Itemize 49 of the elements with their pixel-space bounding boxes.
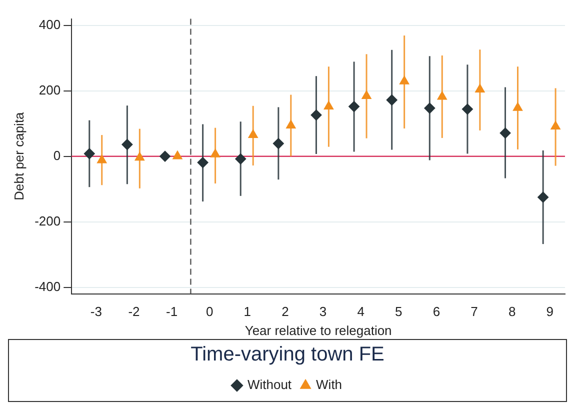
x-tick-label: 4 (357, 304, 364, 320)
point (235, 153, 246, 164)
x-tick-label: 0 (206, 304, 214, 320)
point (348, 101, 360, 112)
y-tick-label: 0 (53, 148, 61, 163)
point (538, 192, 549, 203)
point (386, 94, 398, 106)
point (210, 148, 220, 158)
point (160, 150, 171, 162)
point (172, 150, 182, 160)
x-tick-label: 7 (470, 304, 478, 320)
point (122, 139, 133, 150)
point (324, 101, 334, 110)
x-tick-label: 6 (432, 304, 440, 320)
y-tick-label: 200 (38, 82, 61, 98)
point (197, 157, 208, 168)
y-axis-title: Debt per capita (11, 111, 26, 200)
x-tick-label: 1 (244, 304, 252, 320)
point (286, 120, 296, 129)
point (550, 121, 560, 130)
point (362, 90, 372, 100)
x-tick-label: 2 (282, 304, 289, 320)
x-tick-label: 8 (508, 304, 516, 320)
y-tick-label: -200 (34, 213, 61, 228)
point (272, 138, 284, 150)
point (399, 76, 410, 84)
point (512, 102, 523, 111)
point (84, 148, 95, 160)
y-tick-label: 400 (38, 16, 61, 32)
x-tick-label: -1 (166, 304, 178, 320)
y-tick-label: -400 (34, 278, 61, 294)
x-tick-label: -2 (128, 304, 140, 320)
legend-label: With (316, 377, 342, 392)
point (462, 104, 473, 115)
point (437, 91, 447, 100)
point (134, 152, 144, 161)
point (475, 84, 485, 93)
point (248, 130, 258, 138)
x-tick-label: -3 (90, 304, 102, 320)
x-tick-label: 5 (395, 304, 402, 320)
legend-label: Without (247, 377, 292, 392)
x-axis-title: Year relative to relegation (244, 322, 392, 338)
point (97, 154, 107, 164)
x-tick-label: 9 (546, 304, 554, 320)
point (500, 128, 511, 139)
point (310, 110, 322, 121)
point (424, 102, 436, 114)
x-tick-label: 3 (319, 304, 327, 320)
legend-title: Time-varying town FE (190, 344, 384, 366)
